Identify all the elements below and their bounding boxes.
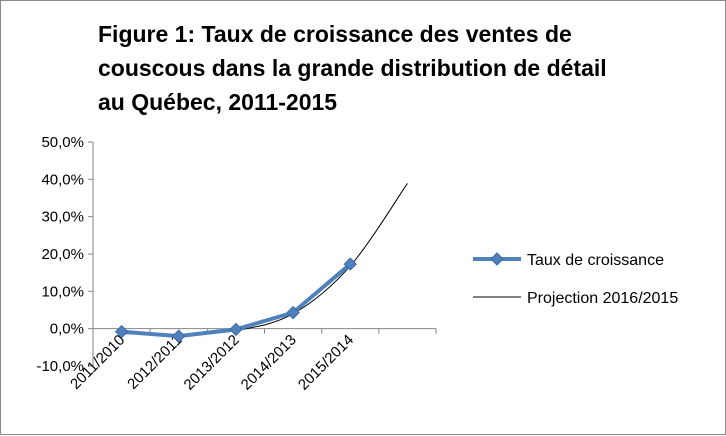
data-point-marker (343, 257, 357, 271)
legend-marker-diamond (490, 252, 504, 266)
y-tick-label: 40,0% (41, 171, 84, 188)
data-point-marker (286, 305, 300, 320)
y-tick-label: 50,0% (41, 134, 84, 151)
plot-area (114, 183, 408, 343)
chart-title-line-3: au Québec, 2011-2015 (98, 89, 337, 115)
y-tick-label: 0,0% (50, 321, 84, 338)
x-tick-label: 2015/2014 (295, 331, 357, 393)
data-point-marker (172, 329, 186, 343)
legend-label-taux-de-croissance: Taux de croissance (527, 252, 664, 269)
legend-label-projection: Projection 2016/2015 (527, 290, 678, 307)
y-tick-label: 20,0% (41, 246, 84, 263)
y-tick-label: 10,0% (41, 283, 84, 300)
y-tick-label: -10,0% (36, 358, 84, 375)
data-point-marker (114, 324, 129, 339)
chart-title-line-2: couscous dans la grande distribution de … (98, 55, 607, 81)
y-tick-label: 30,0% (41, 209, 84, 226)
axes: -10,0%0,0%10,0%20,0%30,0%40,0%50,0%2011/… (36, 134, 437, 394)
x-tick-label: 2012/2011 (124, 331, 185, 392)
legend: Taux de croissance Projection 2016/2015 (473, 252, 678, 307)
x-tick-label: 2014/2013 (238, 331, 300, 393)
chart-title-line-1: Figure 1: Taux de croissance des ventes … (98, 21, 572, 47)
projection-line (121, 183, 408, 336)
chart-title: Figure 1: Taux de croissance des ventes … (98, 21, 607, 115)
data-point-marker (229, 322, 243, 337)
x-tick-label: 2013/2012 (181, 331, 243, 393)
